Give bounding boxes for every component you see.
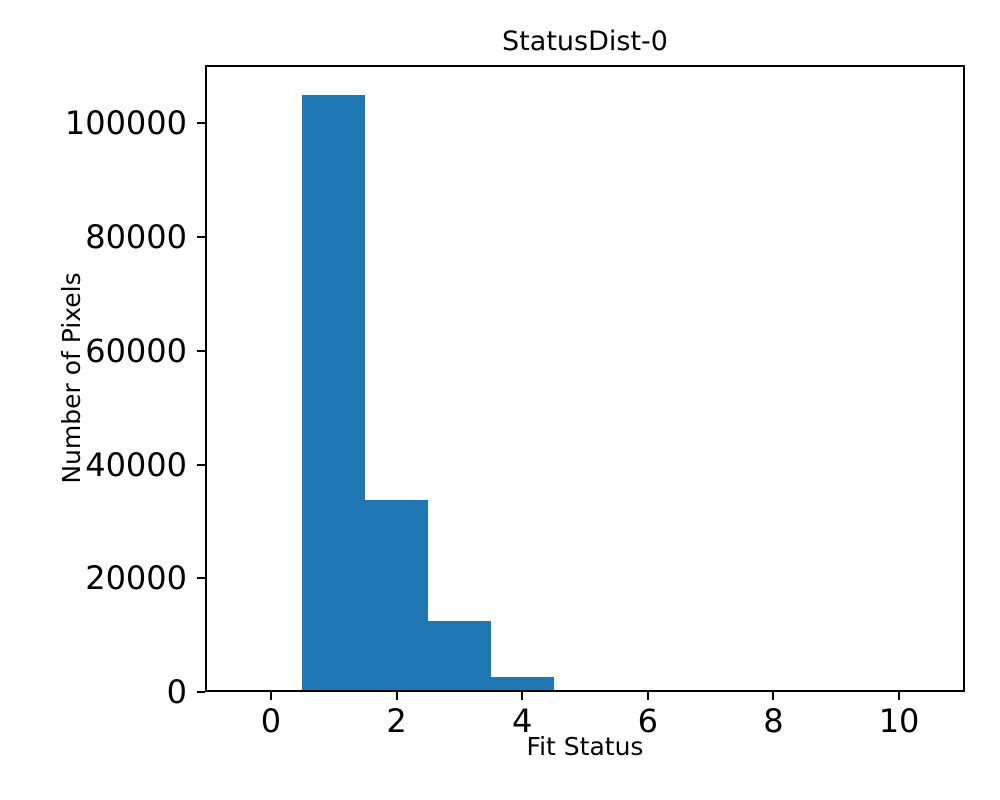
x-tick-mark bbox=[395, 692, 398, 700]
y-tick-mark bbox=[197, 349, 205, 352]
y-tick-label: 20000 bbox=[85, 559, 187, 598]
y-tick-label: 60000 bbox=[85, 331, 187, 370]
plot-area: 0 2 4 6 8 10 0 20000 40000 60000 80000 100000 bbox=[65, 65, 965, 738]
chart-title: StatusDist-0 bbox=[502, 26, 668, 57]
x-tick-label: 6 bbox=[637, 702, 658, 740]
y-tick-mark bbox=[197, 691, 205, 693]
x-axis-label: Fit Status bbox=[526, 732, 644, 761]
y-tick-label: 0 bbox=[166, 673, 187, 711]
histogram-bar bbox=[490, 676, 554, 692]
x-tick-label: 10 bbox=[878, 702, 920, 740]
x-tick-label: 2 bbox=[386, 702, 407, 740]
x-tick-label: 8 bbox=[763, 702, 784, 740]
y-tick-mark bbox=[197, 236, 205, 239]
y-tick-label: 80000 bbox=[85, 218, 187, 257]
y-tick-mark bbox=[197, 577, 205, 580]
histogram-bar bbox=[427, 621, 491, 692]
x-tick-mark bbox=[772, 692, 775, 700]
x-tick-label: 4 bbox=[512, 702, 533, 740]
histogram-bar bbox=[302, 94, 366, 692]
x-tick-mark bbox=[898, 692, 901, 700]
y-axis-label: Number of Pixels bbox=[57, 272, 86, 484]
x-tick-mark bbox=[646, 692, 649, 700]
y-tick-label: 100000 bbox=[64, 104, 187, 143]
x-tick-mark bbox=[521, 692, 524, 700]
histogram-bar bbox=[365, 500, 428, 692]
y-tick-label: 40000 bbox=[85, 445, 187, 484]
y-tick-mark bbox=[197, 122, 205, 125]
x-tick-label: 0 bbox=[260, 702, 282, 740]
y-tick-mark bbox=[197, 463, 205, 466]
x-tick-mark bbox=[269, 692, 272, 700]
